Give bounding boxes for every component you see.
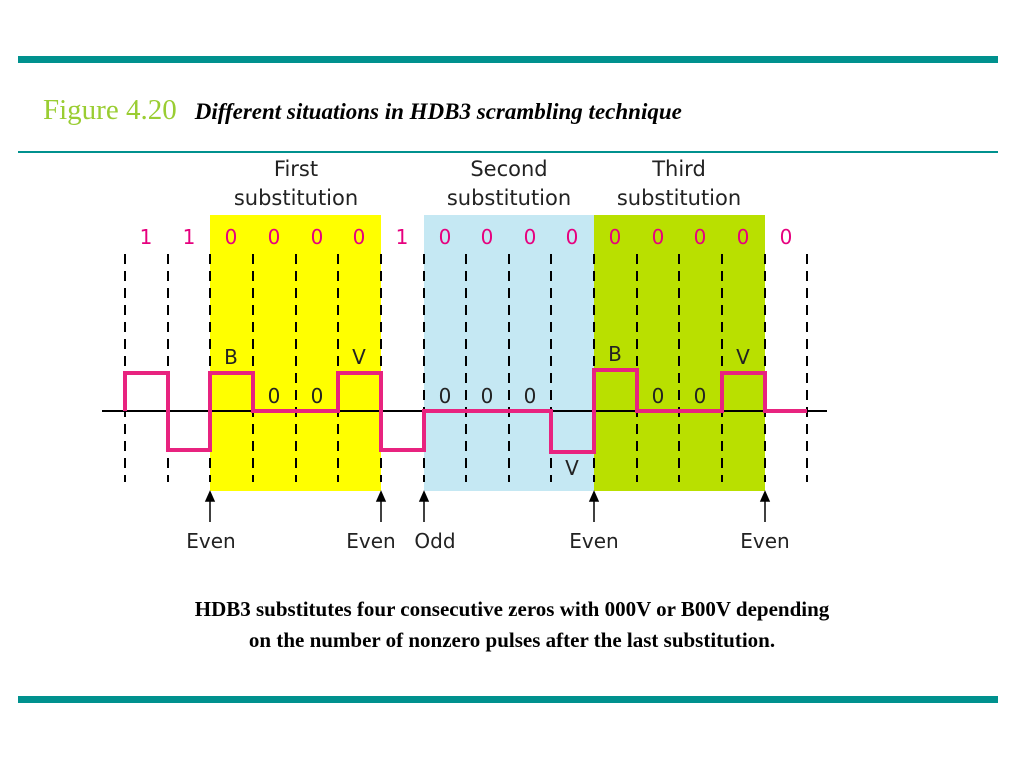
hdb3-signal [123, 368, 807, 454]
bit-value: 1 [183, 225, 196, 249]
parity-label: Even [186, 529, 235, 553]
parity-labels: Even Even Odd Even Even [186, 529, 789, 553]
pulse-label: 0 [311, 384, 324, 408]
arrow-head-icon [375, 490, 387, 502]
arrow-head-icon [588, 490, 600, 502]
bit-value: 0 [737, 225, 750, 249]
bit-value: 0 [268, 225, 281, 249]
bit-value: 0 [566, 225, 579, 249]
parity-label: Even [740, 529, 789, 553]
bit-value: 0 [481, 225, 494, 249]
region-second-label-line1: Second [470, 157, 547, 181]
region-third-label-line2: substitution [617, 186, 741, 210]
bit-value: 0 [439, 225, 452, 249]
pulse-label: 0 [439, 384, 452, 408]
arrow-head-icon [418, 490, 430, 502]
caption-line-1: HDB3 substitutes four consecutive zeros … [194, 597, 830, 621]
parity-arrows [204, 490, 771, 522]
region-first-label-line1: First [274, 157, 318, 181]
figure-caption: HDB3 substitutes four consecutive zeros … [60, 594, 964, 656]
bit-sequence: 1 1 0 0 0 0 1 0 0 0 0 0 0 0 0 0 [140, 225, 793, 249]
region-first-label-line2: substitution [234, 186, 358, 210]
bit-value: 1 [140, 225, 153, 249]
figure-title: Different situations in HDB3 scrambling … [194, 99, 682, 124]
pulse-labels: B 0 0 V 0 0 0 V B 0 0 V [224, 342, 750, 480]
bit-value: 0 [353, 225, 366, 249]
pulse-label: 0 [694, 384, 707, 408]
arrow-head-icon [759, 490, 771, 502]
pulse-label: 0 [652, 384, 665, 408]
caption-line-2: on the number of nonzero pulses after th… [248, 628, 776, 652]
parity-label: Odd [414, 529, 455, 553]
pulse-label: V [565, 456, 579, 480]
region-third-label-line1: Third [651, 157, 706, 181]
pulse-label: V [352, 345, 366, 369]
hdb3-diagram: First substitution Second substitution T… [102, 157, 827, 553]
title-divider [18, 151, 998, 153]
parity-label: Even [346, 529, 395, 553]
pulse-label: B [224, 345, 238, 369]
parity-label: Even [569, 529, 618, 553]
pulse-label: B [608, 342, 622, 366]
bit-value: 1 [396, 225, 409, 249]
bit-value: 0 [609, 225, 622, 249]
pulse-label: 0 [481, 384, 494, 408]
top-rule [18, 56, 998, 63]
bit-value: 0 [225, 225, 238, 249]
pulse-label: 0 [268, 384, 281, 408]
pulse-label: 0 [524, 384, 537, 408]
bit-value: 0 [694, 225, 707, 249]
figure-heading: Figure 4.20 Different situations in HDB3… [43, 94, 682, 127]
region-second-label-line2: substitution [447, 186, 571, 210]
bit-value: 0 [524, 225, 537, 249]
bottom-rule [18, 696, 998, 703]
figure-number: Figure 4.20 [43, 94, 177, 126]
bit-value: 0 [780, 225, 793, 249]
bit-value: 0 [652, 225, 665, 249]
bit-value: 0 [311, 225, 324, 249]
arrow-head-icon [204, 490, 216, 502]
pulse-label: V [736, 345, 750, 369]
